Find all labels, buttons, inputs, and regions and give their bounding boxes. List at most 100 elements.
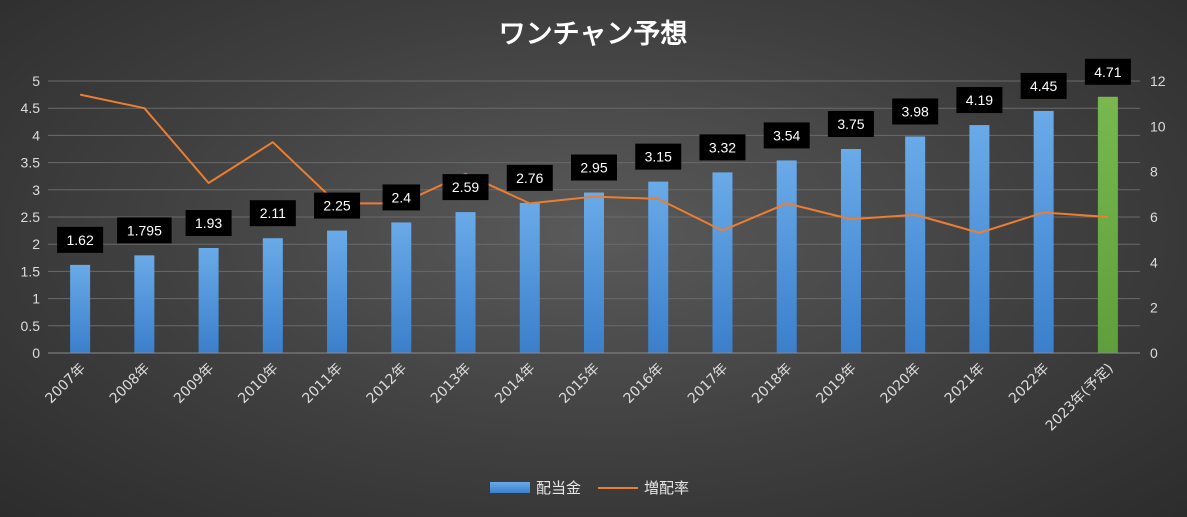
y-left-tick-label: 4 xyxy=(32,127,40,143)
line-series xyxy=(79,93,1108,234)
data-label: 2.95 xyxy=(580,160,607,176)
y-right-tick-label: 4 xyxy=(1150,254,1158,270)
x-tick-label: 2014年 xyxy=(492,361,538,407)
y-left-tick-label: 2.5 xyxy=(21,209,41,225)
x-tick-label: 2012年 xyxy=(364,361,410,407)
bar xyxy=(1033,110,1054,353)
data-label: 1.62 xyxy=(66,232,93,248)
bar xyxy=(648,181,669,353)
data-label: 3.54 xyxy=(773,127,800,143)
data-label-box xyxy=(314,192,361,219)
bar xyxy=(584,192,604,353)
data-label-box xyxy=(571,154,617,181)
y-left-tick-label: 4.5 xyxy=(21,100,41,116)
x-tick-label: 2021年 xyxy=(942,361,988,407)
bar xyxy=(262,238,283,353)
data-label: 1.93 xyxy=(195,215,222,231)
data-label-box xyxy=(763,122,810,149)
bar xyxy=(455,212,476,353)
y-right-tick-label: 6 xyxy=(1150,209,1158,225)
bar xyxy=(1097,96,1118,353)
y-left-tick-label: 3.5 xyxy=(21,155,41,171)
data-label-box xyxy=(635,143,682,170)
data-label-box xyxy=(892,98,939,125)
bar xyxy=(712,172,733,353)
y-right-tick-label: 2 xyxy=(1150,300,1158,316)
bar xyxy=(969,125,990,354)
bar xyxy=(134,255,155,353)
y-right-tick-label: 12 xyxy=(1150,73,1166,89)
x-tick-label: 2015年 xyxy=(556,361,602,407)
x-tick-label: 2020年 xyxy=(878,361,924,407)
data-labels: 1.62 1.795 1.93 2.11 2.25 2.4 2.59 2.76 2.95 3.15… xyxy=(57,58,1131,253)
bar xyxy=(840,149,861,353)
x-tick-label: 2016年 xyxy=(621,361,667,407)
data-label: 2.25 xyxy=(323,198,350,214)
y-left-tick-label: 1.5 xyxy=(21,263,41,279)
y-axis-right: 0 2 4 6 8 10 12 xyxy=(1150,73,1166,361)
x-tick-label: 2009年 xyxy=(171,361,217,407)
data-label: 2.59 xyxy=(452,179,479,195)
x-tick-label: 2011年 xyxy=(299,361,345,407)
data-label-box xyxy=(442,174,489,201)
bar-series xyxy=(70,96,1118,354)
data-label-box xyxy=(249,200,296,227)
data-label: 3.98 xyxy=(902,103,929,119)
chart-title: ワンチャン予想 xyxy=(499,19,688,50)
x-tick-label: 2008年 xyxy=(107,361,153,407)
y-left-tick-label: 1 xyxy=(32,291,40,307)
data-label: 2.11 xyxy=(260,205,286,221)
x-tick-label: 2022年 xyxy=(1006,361,1052,407)
legend-swatch-bar xyxy=(490,482,530,493)
bar xyxy=(905,136,926,353)
x-tick-label: 2007年 xyxy=(43,361,89,407)
y-right-tick-label: 0 xyxy=(1150,345,1158,361)
legend: 配当金 増配率 xyxy=(490,479,689,497)
data-label-box xyxy=(1084,58,1131,85)
y-left-tick-label: 0 xyxy=(32,345,40,361)
data-label-box xyxy=(506,164,553,191)
data-label: 4.45 xyxy=(1030,78,1057,94)
data-label-box xyxy=(699,134,746,161)
data-label-box xyxy=(382,184,421,211)
x-tick-label: 2019年 xyxy=(813,361,859,407)
data-label: 4.19 xyxy=(966,92,993,108)
y-axis-left: 0 0.5 1 1.5 2 2.5 3 3.5 4 4.5 5 xyxy=(21,73,41,361)
y-left-tick-label: 2 xyxy=(32,236,40,252)
data-label: 3.32 xyxy=(709,139,736,155)
data-label: 3.15 xyxy=(645,149,672,165)
bar xyxy=(391,222,412,353)
legend-label-line: 増配率 xyxy=(644,479,689,497)
data-label-box xyxy=(827,111,874,137)
x-tick-label: 2017年 xyxy=(685,361,731,407)
data-label-box xyxy=(956,87,1003,114)
x-tick-label: 2013年 xyxy=(428,361,474,407)
data-label-box xyxy=(185,210,232,237)
bar xyxy=(327,230,348,353)
legend-label-bar: 配当金 xyxy=(536,479,581,497)
x-axis: 2007年 2008年 2009年 2010年 2011年 2012年 2013年 2014年… xyxy=(43,352,1140,435)
bar xyxy=(70,264,91,353)
y-right-tick-label: 8 xyxy=(1150,164,1158,180)
bar xyxy=(519,202,540,353)
data-label-box xyxy=(117,217,172,244)
data-label-box xyxy=(1020,72,1067,99)
y-left-tick-label: 5 xyxy=(32,73,40,89)
data-label: 1.795 xyxy=(127,222,162,238)
data-label: 2.76 xyxy=(516,170,543,186)
data-label: 2.4 xyxy=(392,189,412,205)
line-increase-rate xyxy=(79,93,1108,234)
y-left-tick-label: 3 xyxy=(32,182,40,198)
x-tick-label: 2010年 xyxy=(235,361,281,407)
y-right-tick-label: 10 xyxy=(1150,118,1166,134)
data-label: 4.71 xyxy=(1094,64,1121,80)
bar xyxy=(776,160,797,353)
x-tick-label: 2023年(予定) xyxy=(1043,361,1117,435)
bar xyxy=(198,248,219,353)
data-label: 3.75 xyxy=(837,116,864,132)
data-label-box xyxy=(57,226,104,253)
x-tick-label: 2018年 xyxy=(749,361,795,407)
y-left-tick-label: 0.5 xyxy=(21,318,41,334)
